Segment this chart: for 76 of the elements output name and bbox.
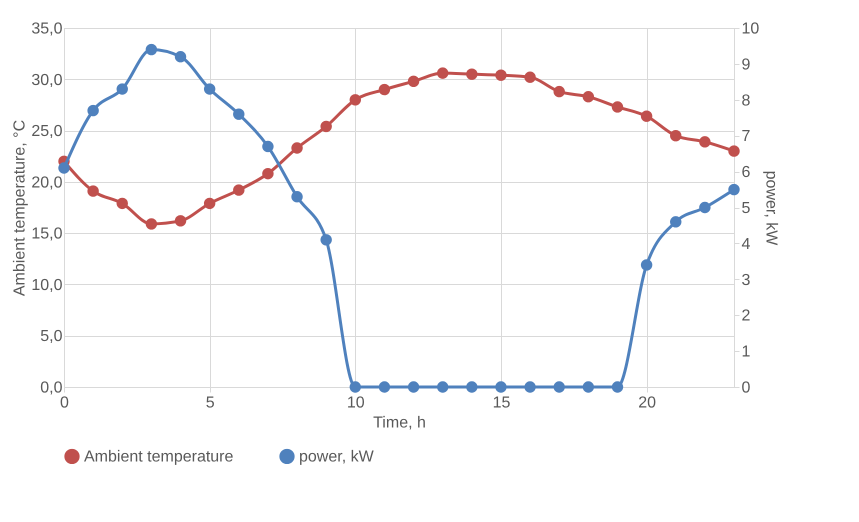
point (524, 381, 536, 393)
y2-tick-label: 9 (742, 56, 750, 74)
point (728, 145, 740, 157)
point (466, 381, 478, 393)
point (612, 101, 624, 113)
point (350, 94, 362, 106)
point (612, 381, 624, 393)
y-tick-label: 35,0 (31, 20, 63, 38)
point (204, 83, 216, 95)
point (233, 108, 244, 120)
point (378, 381, 390, 393)
point (378, 84, 390, 96)
y2-tick-label: 2 (742, 308, 750, 325)
point (320, 120, 332, 132)
point (524, 72, 536, 83)
x-tick-label: 0 (60, 394, 70, 412)
point (58, 162, 70, 174)
point (495, 381, 507, 393)
point (408, 76, 420, 88)
x-tick-label: 20 (638, 394, 656, 412)
y2-tick-label: 1 (742, 344, 750, 361)
point (699, 202, 711, 214)
point (204, 198, 216, 210)
y-tick-label: 0,0 (40, 380, 63, 396)
y2-tick-label: 7 (742, 128, 750, 146)
y2-tick-label: 6 (742, 164, 750, 182)
y2-tick-label: 3 (742, 272, 750, 289)
point (640, 259, 652, 271)
point (728, 184, 740, 196)
y2-tick-label: 5 (742, 200, 750, 217)
point (582, 381, 594, 393)
point (291, 142, 303, 154)
point (233, 184, 244, 196)
y2-tick-label: 8 (742, 92, 750, 110)
y2-tick-label: 10 (742, 20, 760, 38)
point (174, 215, 186, 227)
point (146, 218, 158, 230)
y-tick-label: 10,0 (31, 276, 63, 294)
point (146, 44, 158, 56)
y-tick-label: 15,0 (31, 226, 63, 243)
y-tick-label: 25,0 (31, 123, 63, 140)
y2-tick-label: 0 (742, 380, 750, 396)
point (262, 140, 274, 152)
x-axis-title: Time, h (373, 414, 426, 432)
point (87, 185, 99, 197)
point (466, 68, 478, 80)
legend-label: Ambient temperature (84, 448, 234, 466)
y2-axis-title: power, kW (762, 170, 780, 246)
point (640, 110, 652, 122)
point (291, 191, 303, 202)
x-tick-label: 15 (492, 394, 510, 412)
point (262, 168, 274, 180)
point (436, 67, 448, 79)
point (554, 86, 565, 98)
point (116, 198, 128, 210)
point (116, 83, 128, 95)
point (320, 234, 332, 246)
point (174, 51, 186, 62)
x-tick-label: 10 (346, 394, 365, 412)
legend-label: power, kW (299, 448, 375, 466)
point (436, 381, 448, 393)
y2-tick-label: 4 (742, 236, 750, 253)
point (670, 216, 682, 228)
point (350, 381, 362, 393)
x-tick-label: 5 (206, 394, 215, 412)
point (554, 381, 565, 393)
y-axis-title: Ambient temperature, °C (11, 120, 28, 296)
point (87, 104, 99, 116)
y-tick-label: 5,0 (40, 328, 63, 346)
point (670, 130, 682, 142)
y-tick-label: 30,0 (31, 72, 63, 89)
point (495, 69, 507, 81)
point (408, 381, 420, 393)
y-tick-label: 20,0 (31, 174, 63, 192)
point (699, 136, 711, 148)
point (582, 91, 594, 102)
